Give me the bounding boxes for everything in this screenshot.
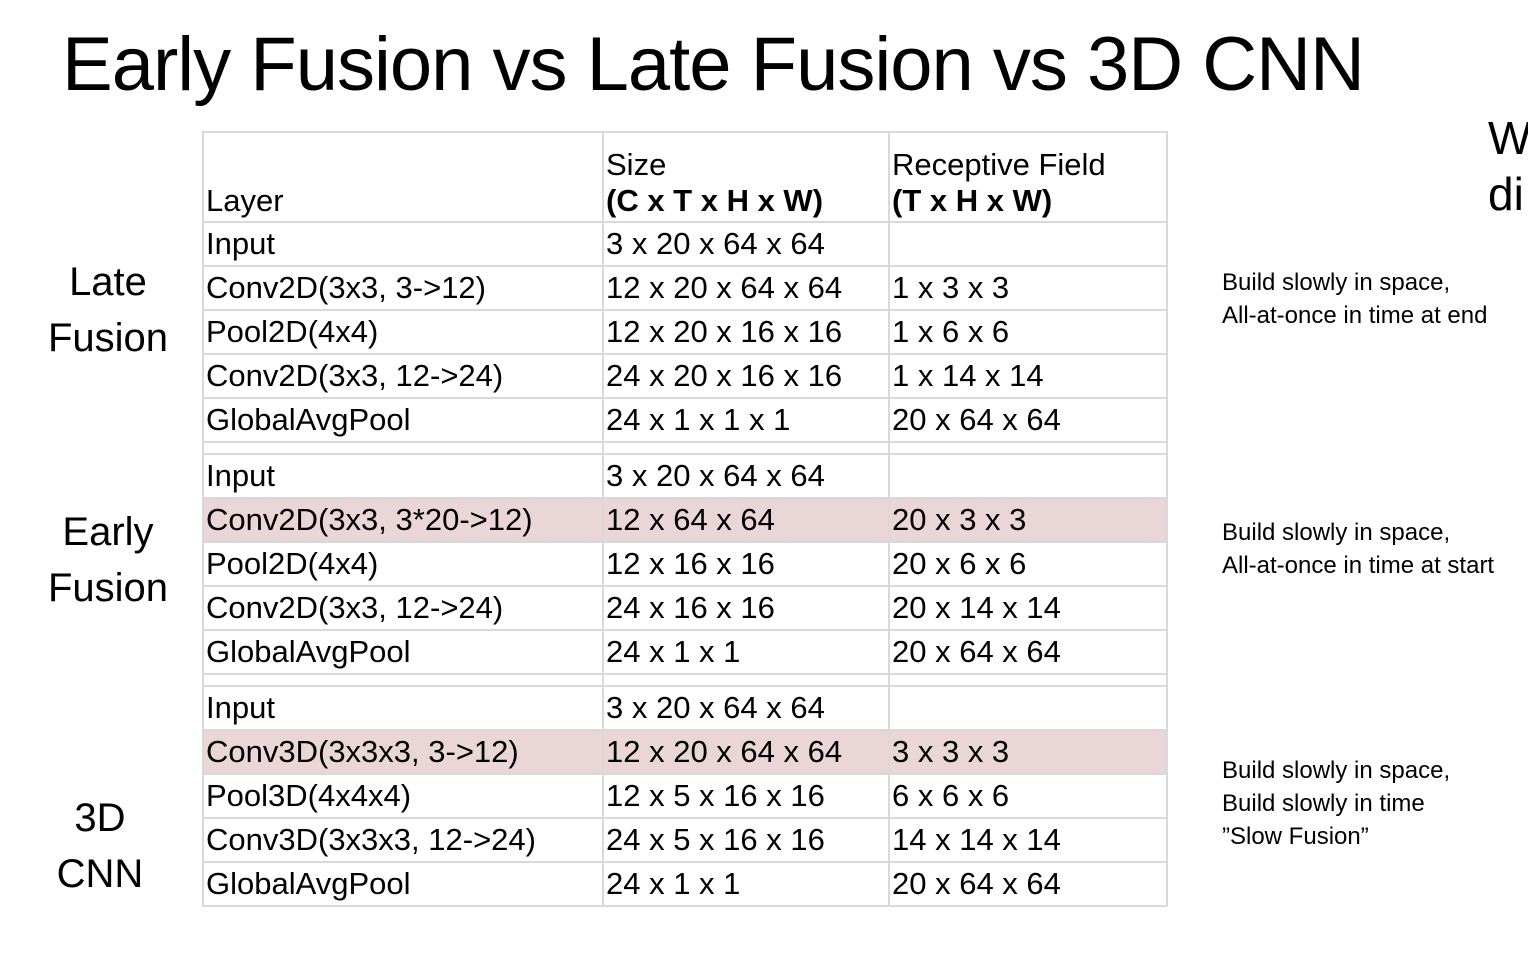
size-cell: 12 x 64 x 64 bbox=[602, 497, 890, 543]
group-separator-row bbox=[202, 441, 1168, 455]
header-row: Layer Size (C x T x H x W) Receptive Fie… bbox=[202, 131, 1168, 223]
group-separator-row bbox=[202, 673, 1168, 687]
group-label-late-fusion: Late Fusion bbox=[47, 260, 169, 360]
note-early-fusion: Build slowly in space, All-at-once in ti… bbox=[1222, 519, 1495, 579]
size-cell: 24 x 1 x 1 x 1 bbox=[602, 397, 890, 443]
table-row: Input 3 x 20 x 64 x 64 bbox=[202, 685, 1168, 731]
table-row: GlobalAvgPool 24 x 1 x 1 x 1 20 x 64 x 6… bbox=[202, 397, 1168, 443]
size-cell: 24 x 1 x 1 bbox=[602, 629, 890, 675]
rf-cell: 20 x 14 x 14 bbox=[888, 585, 1168, 631]
size-cell: 12 x 20 x 16 x 16 bbox=[602, 309, 890, 355]
layer-cell: Conv3D(3x3x3, 3->12) bbox=[202, 729, 604, 775]
table-row: Pool3D(4x4x4) 12 x 5 x 16 x 16 6 x 6 x 6 bbox=[202, 773, 1168, 819]
layer-cell: GlobalAvgPool bbox=[202, 397, 604, 443]
layer-cell: Conv2D(3x3, 12->24) bbox=[202, 353, 604, 399]
header-size: Size (C x T x H x W) bbox=[602, 131, 890, 223]
note-3d-cnn: Build slowly in space, Build slowly in t… bbox=[1222, 757, 1451, 850]
size-cell: 24 x 20 x 16 x 16 bbox=[602, 353, 890, 399]
table-row: Conv2D(3x3, 3->12) 12 x 20 x 64 x 64 1 x… bbox=[202, 265, 1168, 311]
rf-cell bbox=[888, 685, 1168, 731]
rf-cell: 3 x 3 x 3 bbox=[888, 729, 1168, 775]
comparison-table: Layer Size (C x T x H x W) Receptive Fie… bbox=[202, 131, 1168, 907]
size-cell: 3 x 20 x 64 x 64 bbox=[602, 221, 890, 267]
size-cell: 24 x 16 x 16 bbox=[602, 585, 890, 631]
rf-cell: 1 x 6 x 6 bbox=[888, 309, 1168, 355]
size-cell: 12 x 20 x 64 x 64 bbox=[602, 729, 890, 775]
rf-cell: 20 x 3 x 3 bbox=[888, 497, 1168, 543]
rf-cell: 20 x 64 x 64 bbox=[888, 629, 1168, 675]
size-cell: 3 x 20 x 64 x 64 bbox=[602, 685, 890, 731]
table-row: Conv2D(3x3, 12->24) 24 x 20 x 16 x 16 1 … bbox=[202, 353, 1168, 399]
rf-cell: 14 x 14 x 14 bbox=[888, 817, 1168, 863]
table-row: Input 3 x 20 x 64 x 64 bbox=[202, 453, 1168, 499]
table-row: Conv2D(3x3, 12->24) 24 x 16 x 16 20 x 14… bbox=[202, 585, 1168, 631]
rf-cell: 20 x 64 x 64 bbox=[888, 397, 1168, 443]
header-receptive-field: Receptive Field (T x H x W) bbox=[888, 131, 1168, 223]
layer-cell: Conv3D(3x3x3, 12->24) bbox=[202, 817, 604, 863]
table-row: GlobalAvgPool 24 x 1 x 1 20 x 64 x 64 bbox=[202, 861, 1168, 907]
layer-cell: Conv2D(3x3, 12->24) bbox=[202, 585, 604, 631]
layer-cell: GlobalAvgPool bbox=[202, 861, 604, 907]
layer-cell: Conv2D(3x3, 3*20->12) bbox=[202, 497, 604, 543]
rf-cell: 1 x 3 x 3 bbox=[888, 265, 1168, 311]
layer-cell: Pool2D(4x4) bbox=[202, 541, 604, 587]
size-cell: 3 x 20 x 64 x 64 bbox=[602, 453, 890, 499]
rf-cell bbox=[888, 221, 1168, 267]
layer-cell: Conv2D(3x3, 3->12) bbox=[202, 265, 604, 311]
size-cell: 24 x 5 x 16 x 16 bbox=[602, 817, 890, 863]
group-label-3d-cnn: 3D CNN bbox=[56, 796, 144, 896]
table-row: Pool2D(4x4) 12 x 16 x 16 20 x 6 x 6 bbox=[202, 541, 1168, 587]
slide-title: Early Fusion vs Late Fusion vs 3D CNN bbox=[62, 22, 1365, 107]
cut-off-side-text: W di bbox=[1488, 112, 1528, 220]
table-row: Input 3 x 20 x 64 x 64 bbox=[202, 221, 1168, 267]
table-row: Conv3D(3x3x3, 12->24) 24 x 5 x 16 x 16 1… bbox=[202, 817, 1168, 863]
table-row: GlobalAvgPool 24 x 1 x 1 20 x 64 x 64 bbox=[202, 629, 1168, 675]
highlighted-table-row: Conv2D(3x3, 3*20->12) 12 x 64 x 64 20 x … bbox=[202, 497, 1168, 543]
rf-cell: 6 x 6 x 6 bbox=[888, 773, 1168, 819]
rf-cell: 20 x 6 x 6 bbox=[888, 541, 1168, 587]
layer-cell: GlobalAvgPool bbox=[202, 629, 604, 675]
layer-cell: Input bbox=[202, 221, 604, 267]
table-row: Pool2D(4x4) 12 x 20 x 16 x 16 1 x 6 x 6 bbox=[202, 309, 1168, 355]
layer-cell: Input bbox=[202, 685, 604, 731]
size-cell: 12 x 5 x 16 x 16 bbox=[602, 773, 890, 819]
size-cell: 24 x 1 x 1 bbox=[602, 861, 890, 907]
rf-cell: 1 x 14 x 14 bbox=[888, 353, 1168, 399]
layer-cell: Input bbox=[202, 453, 604, 499]
layer-cell: Pool2D(4x4) bbox=[202, 309, 604, 355]
size-cell: 12 x 16 x 16 bbox=[602, 541, 890, 587]
highlighted-table-row: Conv3D(3x3x3, 3->12) 12 x 20 x 64 x 64 3… bbox=[202, 729, 1168, 775]
group-label-early-fusion: Early Fusion bbox=[47, 510, 169, 610]
size-cell: 12 x 20 x 64 x 64 bbox=[602, 265, 890, 311]
rf-cell bbox=[888, 453, 1168, 499]
rf-cell: 20 x 64 x 64 bbox=[888, 861, 1168, 907]
note-late-fusion: Build slowly in space, All-at-once in ti… bbox=[1222, 269, 1488, 329]
layer-cell: Pool3D(4x4x4) bbox=[202, 773, 604, 819]
header-layer: Layer bbox=[202, 131, 604, 223]
